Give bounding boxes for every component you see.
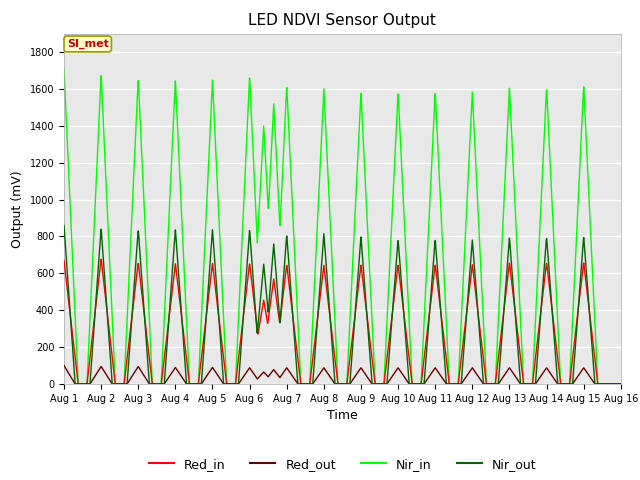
Title: LED NDVI Sensor Output: LED NDVI Sensor Output bbox=[248, 13, 436, 28]
Y-axis label: Output (mV): Output (mV) bbox=[11, 170, 24, 248]
X-axis label: Time: Time bbox=[327, 409, 358, 422]
Text: SI_met: SI_met bbox=[67, 39, 109, 49]
Legend: Red_in, Red_out, Nir_in, Nir_out: Red_in, Red_out, Nir_in, Nir_out bbox=[143, 453, 541, 476]
